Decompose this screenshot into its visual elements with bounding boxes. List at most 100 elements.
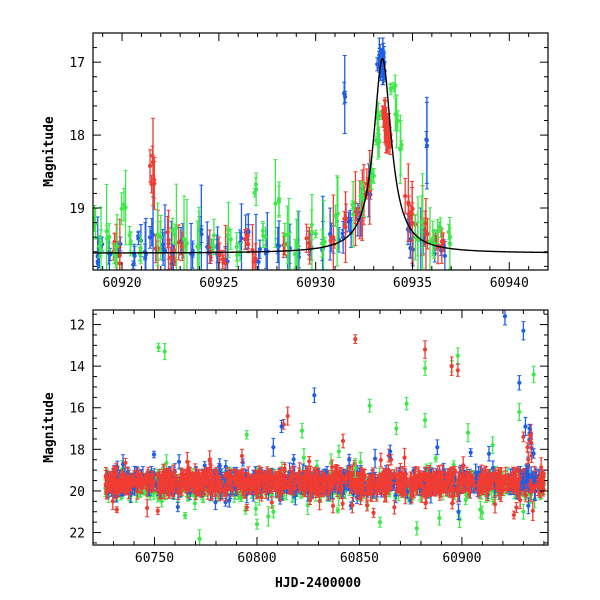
data-point-blue [328,231,333,237]
data-point-green [276,199,282,204]
data-point-blue [408,246,413,251]
data-point-red [331,235,336,240]
y-tick-label: 18 [69,129,85,144]
data-point-green [480,510,485,515]
data-point-green [228,237,233,242]
data-point-green [463,497,468,503]
data-point-green [211,233,216,238]
data-point-green [313,231,318,236]
data-point-green [127,233,132,238]
data-point-green [97,244,102,249]
data-point-green [155,232,160,237]
data-point-green [209,242,215,247]
data-point-blue [296,250,301,256]
data-point-green [158,235,163,240]
data-point-green [119,206,124,211]
data-point-blue [199,227,204,232]
data-point-red [250,247,255,253]
data-point-green [195,244,200,249]
model-curve [93,57,548,254]
data-point-green [106,234,112,240]
data-point-green [335,218,340,224]
data-point-green [286,231,291,236]
data-point-red [117,261,122,266]
x-tick-label: 60930 [296,276,335,291]
data-point-green [183,513,188,518]
data-point-green [192,501,198,506]
data-point-red [147,163,153,169]
data-point-green [305,503,310,508]
y-tick-label: 19 [69,202,85,217]
data-point-green [263,235,268,240]
data-point-green [447,234,453,240]
data-point-red [425,231,430,237]
data-point-blue [257,247,262,252]
data-point-green [358,460,363,465]
x-tick-label: 60935 [393,276,432,291]
data-point-green [114,243,120,249]
data-point-red [168,255,173,260]
bottom-plot-area [103,310,546,545]
data-point-green [93,216,97,221]
data-point-red [149,182,154,187]
data-point-blue [160,242,165,247]
data-point-green [393,83,398,88]
data-point-blue [490,465,495,471]
top-y-axis-title: Magnitude [42,116,57,187]
data-point-red [328,238,333,243]
data-point-green [273,201,278,206]
data-point-red [384,140,390,145]
data-point-green [376,116,381,121]
data-point-blue [468,450,473,455]
data-point-blue [149,230,154,235]
x-tick-label: 60920 [102,276,141,291]
data-point-green [394,119,399,124]
x-tick-label: 60925 [199,276,238,291]
data-point-green [181,237,187,242]
top-panel: 60920 60925 60930 60935 60940 17 18 19 Magnitude [42,32,549,291]
data-point-green [430,236,435,241]
data-point-blue [151,452,157,457]
data-point-green [371,173,376,179]
data-point-red [406,200,411,205]
data-point-green [399,142,404,148]
data-point-blue [132,253,137,258]
y-tick-label: 17 [69,56,85,71]
data-point-green [420,218,425,224]
data-point-green [377,139,382,145]
data-point-red [153,246,158,251]
data-point-green [282,232,287,237]
data-point-green [234,244,239,249]
data-point-red [172,248,177,253]
data-point-blue [213,500,218,505]
data-point-blue [131,262,136,267]
data-point-red [403,194,408,199]
data-point-red [166,241,171,246]
data-point-blue [442,253,447,259]
data-point-red [223,261,228,266]
data-point-red [112,239,117,245]
data-point-blue [456,509,461,514]
data-point-green [266,514,271,519]
data-point-green [170,228,175,233]
data-point-blue [256,259,261,264]
data-point-green [98,240,104,245]
data-point-green [350,212,356,217]
data-point-green [225,232,230,238]
data-point-green [253,506,259,511]
data-point-green [309,230,315,235]
data-point-red [409,211,415,216]
data-point-green [361,197,366,202]
data-point-green [427,239,433,244]
x-tick-label: 60940 [490,276,529,291]
data-point-red [221,257,226,262]
data-point-green [301,455,307,460]
data-point-red [245,233,250,238]
data-point-blue [342,92,347,97]
data-point-blue [424,137,429,142]
top-plot-area [93,37,548,270]
data-point-green [335,211,340,216]
data-point-blue [486,451,492,456]
data-point-green [260,228,265,234]
data-point-blue [175,504,180,510]
